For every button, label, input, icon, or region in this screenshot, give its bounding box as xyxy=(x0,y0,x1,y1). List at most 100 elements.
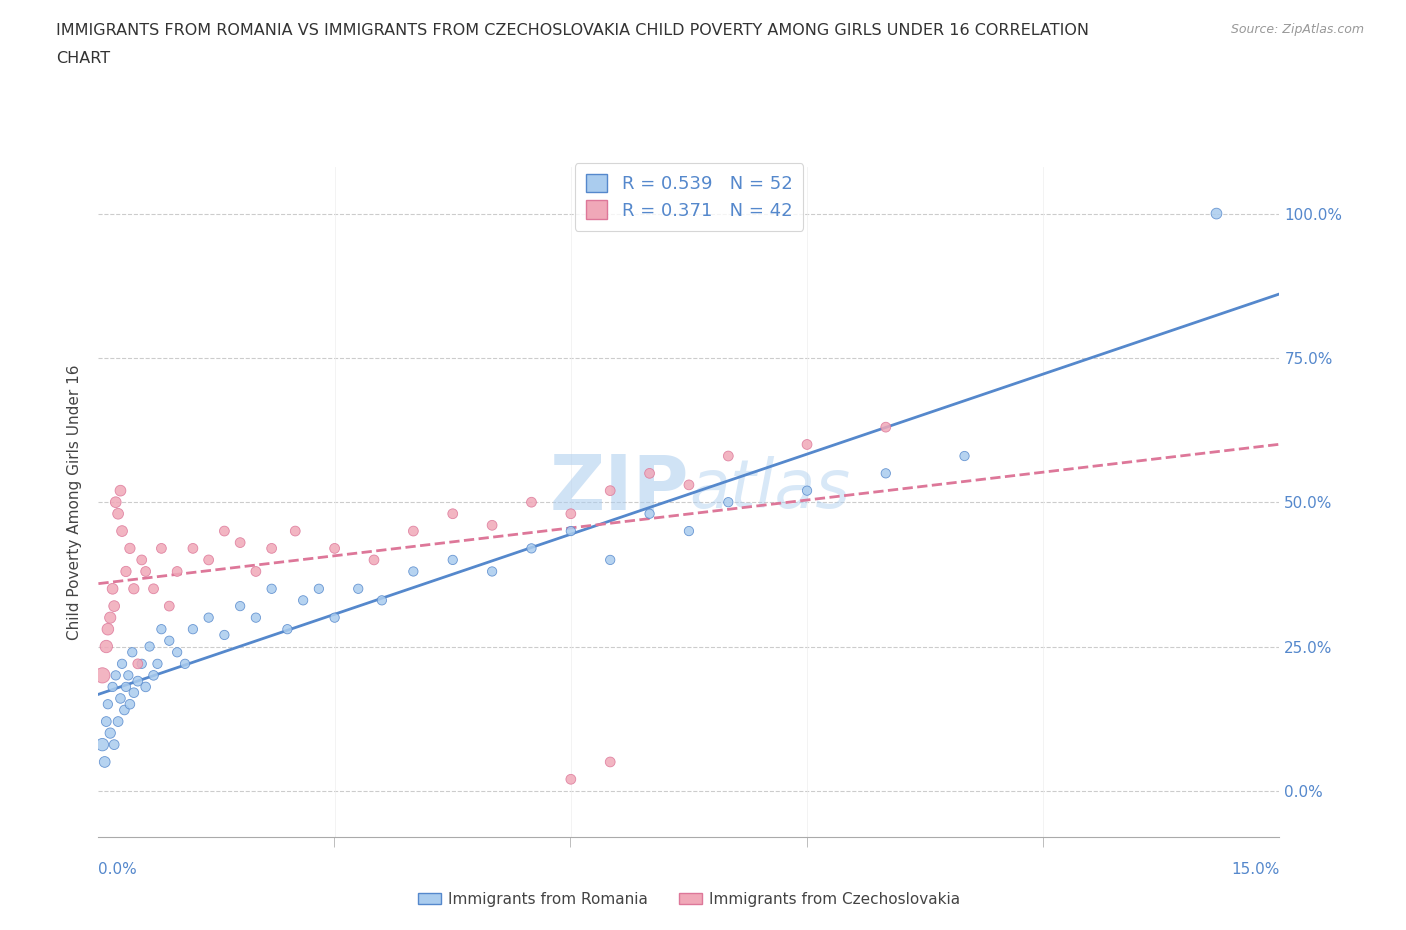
Point xyxy=(98,610,121,625)
Point xyxy=(96,639,118,654)
Point xyxy=(103,737,125,752)
Text: |: | xyxy=(569,836,572,847)
Point xyxy=(122,581,145,596)
Point xyxy=(181,622,204,637)
Point xyxy=(138,639,160,654)
Point xyxy=(93,754,115,769)
Point xyxy=(157,633,180,648)
Point xyxy=(363,552,385,567)
Point xyxy=(112,702,135,717)
Point xyxy=(174,657,197,671)
Point xyxy=(560,772,582,787)
Point xyxy=(97,697,120,711)
Point xyxy=(91,737,114,752)
Point xyxy=(111,524,134,538)
Point xyxy=(115,680,138,695)
Point xyxy=(118,541,141,556)
Point xyxy=(150,622,173,637)
Point xyxy=(121,644,143,659)
Point xyxy=(181,541,204,556)
Point xyxy=(678,477,700,492)
Point xyxy=(638,466,661,481)
Point xyxy=(717,495,740,510)
Point xyxy=(229,599,252,614)
Point xyxy=(441,552,464,567)
Point xyxy=(260,581,283,596)
Point xyxy=(260,541,283,556)
Point xyxy=(292,593,315,608)
Text: CHART: CHART xyxy=(56,51,110,66)
Point xyxy=(284,524,307,538)
Text: |: | xyxy=(1042,836,1045,847)
Point xyxy=(115,564,138,578)
Point xyxy=(142,581,165,596)
Point xyxy=(96,714,118,729)
Point xyxy=(638,506,661,521)
Point xyxy=(91,668,114,683)
Point xyxy=(371,593,394,608)
Text: |: | xyxy=(806,836,808,847)
Point xyxy=(197,610,219,625)
Point xyxy=(118,697,141,711)
Text: ZIP: ZIP xyxy=(550,452,689,525)
Point xyxy=(131,657,153,671)
Point xyxy=(135,564,157,578)
Point xyxy=(107,714,129,729)
Point xyxy=(127,673,149,688)
Point xyxy=(481,518,503,533)
Point xyxy=(678,524,700,538)
Point xyxy=(110,484,132,498)
Legend: R = 0.539   N = 52, R = 0.371   N = 42: R = 0.539 N = 52, R = 0.371 N = 42 xyxy=(575,163,803,231)
Point xyxy=(717,448,740,463)
Point xyxy=(560,524,582,538)
Text: atlas: atlas xyxy=(689,456,851,522)
Point xyxy=(599,552,621,567)
Text: |: | xyxy=(333,836,336,847)
Point xyxy=(441,506,464,521)
Point xyxy=(214,524,236,538)
Point xyxy=(97,622,120,637)
Point xyxy=(245,564,267,578)
Point xyxy=(214,628,236,643)
Point xyxy=(796,437,818,452)
Point xyxy=(146,657,169,671)
Point xyxy=(520,541,543,556)
Point xyxy=(308,581,330,596)
Point xyxy=(520,495,543,510)
Point xyxy=(953,448,976,463)
Text: 0.0%: 0.0% xyxy=(98,862,138,877)
Point xyxy=(875,466,897,481)
Point xyxy=(323,541,346,556)
Point xyxy=(245,610,267,625)
Point xyxy=(107,506,129,521)
Text: IMMIGRANTS FROM ROMANIA VS IMMIGRANTS FROM CZECHOSLOVAKIA CHILD POVERTY AMONG GI: IMMIGRANTS FROM ROMANIA VS IMMIGRANTS FR… xyxy=(56,23,1090,38)
Point xyxy=(347,581,370,596)
Point xyxy=(229,535,252,550)
Point xyxy=(796,484,818,498)
Point xyxy=(599,484,621,498)
Point xyxy=(166,564,188,578)
Point xyxy=(402,524,425,538)
Point xyxy=(150,541,173,556)
Point xyxy=(402,564,425,578)
Point xyxy=(157,599,180,614)
Point xyxy=(197,552,219,567)
Legend: Immigrants from Romania, Immigrants from Czechoslovakia: Immigrants from Romania, Immigrants from… xyxy=(412,886,966,913)
Point xyxy=(111,657,134,671)
Point xyxy=(103,599,125,614)
Point xyxy=(104,668,127,683)
Point xyxy=(117,668,139,683)
Point xyxy=(142,668,165,683)
Text: 15.0%: 15.0% xyxy=(1232,862,1279,877)
Point xyxy=(110,691,132,706)
Point xyxy=(104,495,127,510)
Point xyxy=(481,564,503,578)
Point xyxy=(98,725,121,740)
Text: Source: ZipAtlas.com: Source: ZipAtlas.com xyxy=(1230,23,1364,36)
Point xyxy=(101,581,124,596)
Point xyxy=(135,680,157,695)
Point xyxy=(122,685,145,700)
Point xyxy=(1205,206,1227,221)
Point xyxy=(560,506,582,521)
Point xyxy=(599,754,621,769)
